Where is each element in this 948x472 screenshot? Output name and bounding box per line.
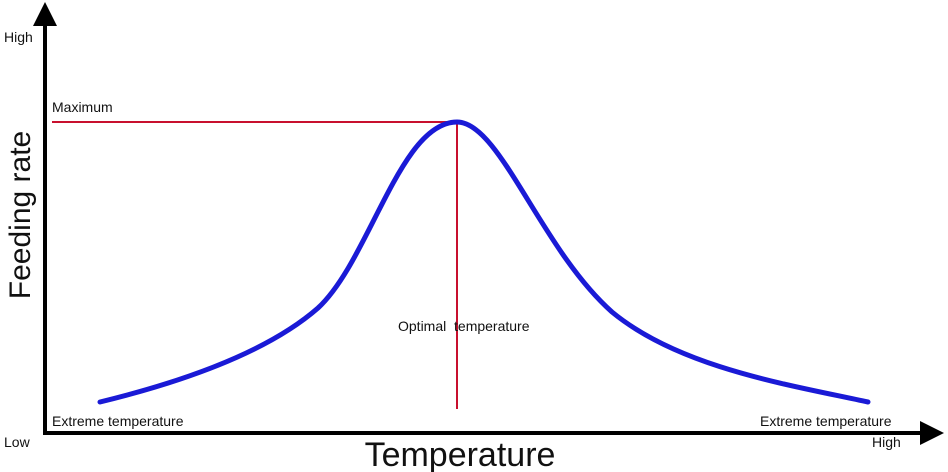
x-axis-arrowhead bbox=[920, 421, 944, 445]
y-axis-high-label: High bbox=[4, 29, 33, 45]
feeding-rate-curve bbox=[97, 119, 871, 405]
optimal-temperature-label: Optimal temperature bbox=[398, 318, 530, 334]
x-axis-title: Temperature bbox=[365, 436, 556, 472]
maximum-label: Maximum bbox=[52, 99, 113, 115]
extreme-temperature-right-label: Extreme temperature bbox=[760, 413, 892, 429]
x-axis-high-label: High bbox=[872, 434, 901, 450]
axis-origin-low-label: Low bbox=[4, 434, 31, 450]
extreme-temperature-left-label: Extreme temperature bbox=[52, 413, 184, 429]
y-axis-arrowhead bbox=[33, 2, 57, 26]
y-axis-title: Feeding rate bbox=[4, 131, 37, 299]
